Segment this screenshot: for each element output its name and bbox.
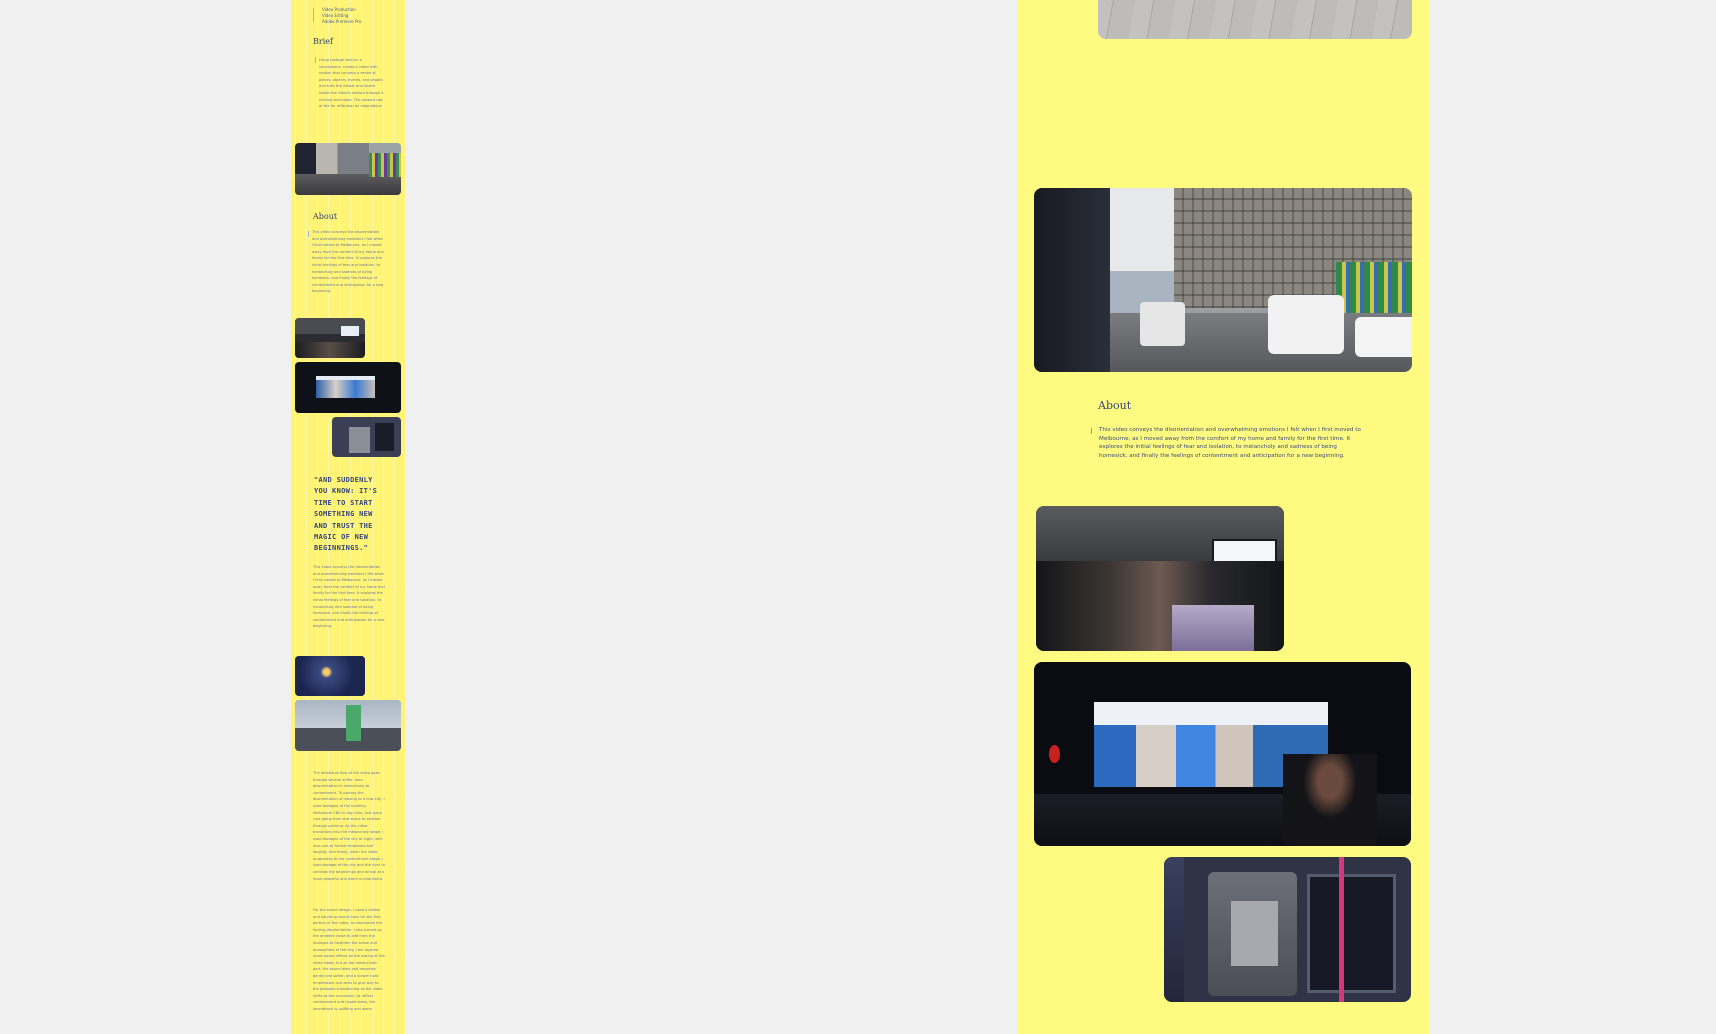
brief-text: Using footage shot on a smartphone, crea… xyxy=(319,58,384,109)
credits-list: Video Production Video Editing Adobe Pre… xyxy=(322,7,392,25)
brief-divider xyxy=(315,57,316,63)
quote-body-text: This video conveys the disorientation an… xyxy=(313,565,385,629)
about-heading-mini: About xyxy=(313,212,338,221)
quote-text: "AND SUDDENLY YOU KNOW: IT'S TIME TO STA… xyxy=(314,476,378,553)
main-content-panel[interactable]: About This video conveys the disorientat… xyxy=(1017,0,1429,1034)
credit-item: Adobe Premiere Pro xyxy=(322,19,362,24)
thumb-station[interactable] xyxy=(295,318,365,358)
about-divider xyxy=(1091,428,1092,434)
photo-city-street[interactable] xyxy=(1034,188,1412,372)
thumb-night-store[interactable] xyxy=(295,362,401,413)
process-text-1: The emotional flow of the video goes thr… xyxy=(313,771,385,881)
about-text: This video conveys the disorientation an… xyxy=(1099,427,1361,459)
photo-night-convenience-store[interactable] xyxy=(1034,662,1411,846)
photo-train-station[interactable] xyxy=(1036,506,1284,651)
about-text-mini: This video conveys the disorientation an… xyxy=(312,230,384,294)
thumb-city-street[interactable] xyxy=(295,143,401,195)
photo-payphone[interactable] xyxy=(1164,857,1411,1002)
process-text-2: For the sound design, I used a hollow an… xyxy=(313,908,385,1011)
photo-pavement[interactable] xyxy=(1098,0,1412,39)
about-heading: About xyxy=(1098,399,1132,412)
thumb-payphone[interactable] xyxy=(332,417,401,457)
credit-item: Video Editing xyxy=(322,13,349,18)
brief-heading: Brief xyxy=(313,37,333,46)
credit-item: Video Production xyxy=(322,7,356,12)
about-divider-mini xyxy=(308,231,309,237)
credits-divider xyxy=(313,8,314,22)
sidebar-preview-column[interactable]: Video Production Video Editing Adobe Pre… xyxy=(291,0,406,1034)
thumb-river-city[interactable] xyxy=(295,700,401,751)
thumb-street-lamp[interactable] xyxy=(295,656,365,696)
